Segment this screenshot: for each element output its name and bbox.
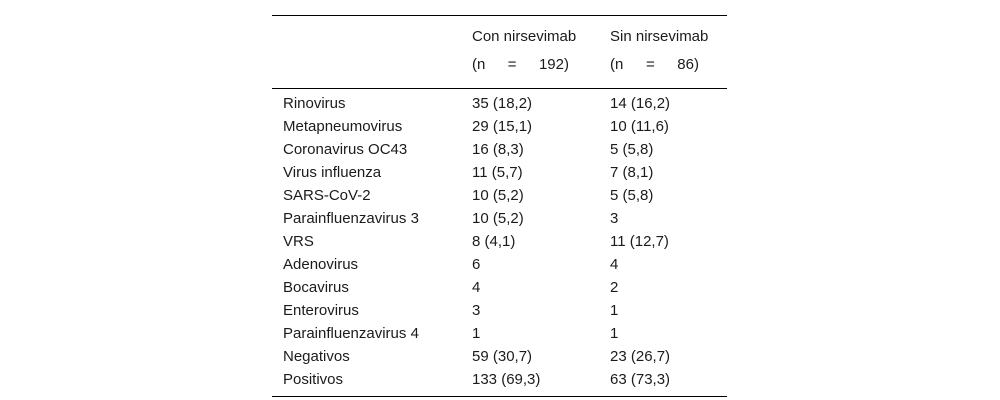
row-label: Metapneumovirus — [283, 118, 403, 135]
row-sin-value: 3 — [610, 210, 619, 227]
row-con-value: 10 (5,2) — [472, 210, 524, 227]
table-row: Enterovirus 3 1 — [272, 299, 727, 322]
header-con-title: Con nirsevimab — [472, 28, 577, 45]
row-con-value: 4 — [472, 279, 481, 296]
row-con-value: 16 (8,3) — [472, 141, 524, 158]
table-row: SARS-CoV-2 10 (5,2) 5 (5,8) — [272, 184, 727, 207]
header-con-n-eq: = — [507, 56, 517, 73]
table-row: Positivos 133 (69,3) 63 (73,3) — [272, 368, 727, 391]
row-sin-value: 2 — [610, 279, 619, 296]
row-sin-value: 14 (16,2) — [610, 95, 671, 112]
row-con-value: 133 (69,3) — [472, 371, 541, 388]
table-header-row: Con nirsevimab (n = 192) Sin nirsevimab … — [272, 23, 727, 79]
row-con-value: 59 (30,7) — [472, 348, 533, 365]
row-label: Negativos — [283, 348, 350, 365]
header-sin-nirsevimab-cell: Sin nirsevimab (n = 86) — [610, 23, 727, 79]
table-row: VRS 8 (4,1) 11 (12,7) — [272, 230, 727, 253]
header-con-nirsevimab-cell: Con nirsevimab (n = 192) — [472, 23, 610, 79]
table-row: Metapneumovirus 29 (15,1) 10 (11,6) — [272, 115, 727, 138]
header-con-n-val: 192) — [538, 56, 569, 73]
row-con-value: 35 (18,2) — [472, 95, 533, 112]
row-sin-value: 1 — [610, 302, 619, 319]
row-con-value: 29 (15,1) — [472, 118, 533, 135]
table-row: Virus influenza 11 (5,7) 7 (8,1) — [272, 161, 727, 184]
table-row: Adenovirus 6 4 — [272, 253, 727, 276]
table-row: Parainfluenzavirus 3 10 (5,2) 3 — [272, 207, 727, 230]
row-label: Rinovirus — [283, 95, 346, 112]
table-body: Rinovirus 35 (18,2) 14 (16,2) Metapneumo… — [272, 89, 727, 396]
header-sin-n-eq: = — [645, 56, 655, 73]
row-sin-value: 10 (11,6) — [610, 118, 669, 135]
header-sin-title: Sin nirsevimab — [610, 28, 709, 45]
row-con-value: 1 — [472, 325, 481, 342]
row-sin-value: 23 (26,7) — [610, 348, 671, 365]
row-label: Enterovirus — [283, 302, 359, 319]
row-sin-value: 63 (73,3) — [610, 371, 671, 388]
table-row: Parainfluenzavirus 4 1 1 — [272, 322, 727, 345]
row-con-value: 3 — [472, 302, 481, 319]
row-label: Parainfluenzavirus 4 — [283, 325, 419, 342]
row-sin-value: 5 (5,8) — [610, 141, 654, 158]
header-sin-n-line: (n = 86) — [610, 51, 699, 79]
header-sin-n-open: (n — [610, 56, 624, 73]
virus-comparison-table: Con nirsevimab (n = 192) Sin nirsevimab … — [272, 15, 727, 397]
row-label: SARS-CoV-2 — [283, 187, 371, 204]
row-label: Parainfluenzavirus 3 — [283, 210, 419, 227]
row-label: Bocavirus — [283, 279, 349, 296]
row-con-value: 8 (4,1) — [472, 233, 516, 250]
row-sin-value: 7 (8,1) — [610, 164, 654, 181]
row-con-value: 11 (5,7) — [472, 164, 523, 181]
row-label: Positivos — [283, 371, 344, 388]
table-header: Con nirsevimab (n = 192) Sin nirsevimab … — [272, 16, 727, 89]
header-con-n-line: (n = 192) — [472, 51, 569, 79]
row-sin-value: 1 — [610, 325, 619, 342]
table-row: Negativos 59 (30,7) 23 (26,7) — [272, 345, 727, 368]
table-row: Coronavirus OC43 16 (8,3) 5 (5,8) — [272, 138, 727, 161]
header-sin-n-val: 86) — [677, 56, 699, 73]
row-sin-value: 11 (12,7) — [610, 233, 669, 250]
header-con-n-open: (n — [472, 56, 486, 73]
row-label: Coronavirus OC43 — [283, 141, 408, 158]
table-row: Bocavirus 4 2 — [272, 276, 727, 299]
row-sin-value: 4 — [610, 256, 619, 273]
row-label: Virus influenza — [283, 164, 382, 181]
row-con-value: 6 — [472, 256, 481, 273]
row-con-value: 10 (5,2) — [472, 187, 524, 204]
row-sin-value: 5 (5,8) — [610, 187, 654, 204]
table-row: Rinovirus 35 (18,2) 14 (16,2) — [272, 92, 727, 115]
row-label: VRS — [283, 233, 314, 250]
row-label: Adenovirus — [283, 256, 359, 273]
